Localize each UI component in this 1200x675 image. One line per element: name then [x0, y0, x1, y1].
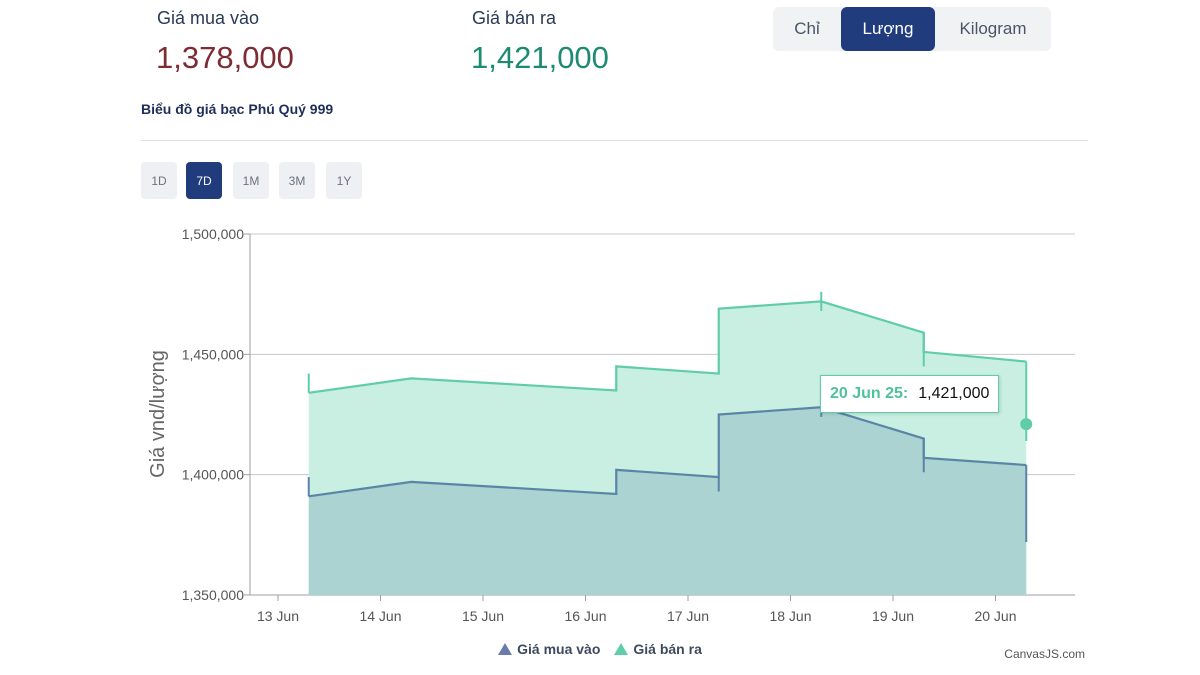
chart-title: Biểu đồ giá bạc Phú Quý 999 — [141, 101, 334, 117]
x-tick-label: 18 Jun — [769, 608, 811, 624]
buy-price-label: Giá mua vào — [157, 8, 260, 28]
unit-button-kilogram[interactable]: Kilogram — [959, 19, 1027, 38]
legend-item-buy[interactable]: Giá mua vào — [498, 641, 600, 657]
range-button-1y[interactable]: 1Y — [326, 162, 362, 199]
tooltip-date: 20 Jun 25: — [830, 385, 909, 402]
legend-label-sell: Giá bán ra — [633, 641, 702, 657]
x-tick-label: 17 Jun — [667, 608, 709, 624]
buy-price-value: 1,378,000 — [156, 40, 294, 75]
sell-price-label: Giá bán ra — [472, 8, 557, 28]
sell-price-value: 1,421,000 — [471, 40, 609, 75]
unit-button-chi[interactable]: Chỉ — [794, 19, 820, 38]
x-tick-label: 14 Jun — [359, 608, 401, 624]
y-tick-label: 1,500,000 — [182, 226, 244, 242]
section-divider — [141, 140, 1088, 141]
tooltip-value: 1,421,000 — [918, 385, 990, 402]
y-axis-title: Giá vnd/lượng — [147, 350, 169, 478]
unit-toggle: Chỉ Lượng Kilogram — [773, 7, 1051, 51]
range-button-7d[interactable]: 7D — [186, 162, 222, 199]
x-tick-label: 15 Jun — [462, 608, 504, 624]
triangle-icon — [614, 643, 629, 655]
x-tick-label: 13 Jun — [257, 608, 299, 624]
legend-item-sell[interactable]: Giá bán ra — [614, 641, 702, 657]
x-tick-label: 20 Jun — [974, 608, 1016, 624]
range-button-1d[interactable]: 1D — [141, 162, 177, 199]
highlight-point — [1020, 418, 1033, 431]
chart-credit[interactable]: CanvasJS.com — [1004, 647, 1085, 661]
unit-button-luong[interactable]: Lượng — [841, 7, 935, 51]
x-tick-label: 19 Jun — [872, 608, 914, 624]
range-button-1m[interactable]: 1M — [233, 162, 269, 199]
y-tick-label: 1,350,000 — [182, 587, 244, 603]
y-tick-label: 1,450,000 — [182, 346, 244, 362]
range-button-3m[interactable]: 3M — [279, 162, 315, 199]
triangle-icon — [498, 643, 513, 655]
y-tick-label: 1,400,000 — [182, 467, 244, 483]
chart-legend: Giá mua vào Giá bán ra — [0, 641, 1200, 657]
series-area-buy — [308, 407, 1027, 595]
chart-tooltip: 20 Jun 25: 1,421,000 — [820, 375, 1000, 413]
legend-label-buy: Giá mua vào — [517, 641, 601, 657]
x-tick-label: 16 Jun — [564, 608, 606, 624]
